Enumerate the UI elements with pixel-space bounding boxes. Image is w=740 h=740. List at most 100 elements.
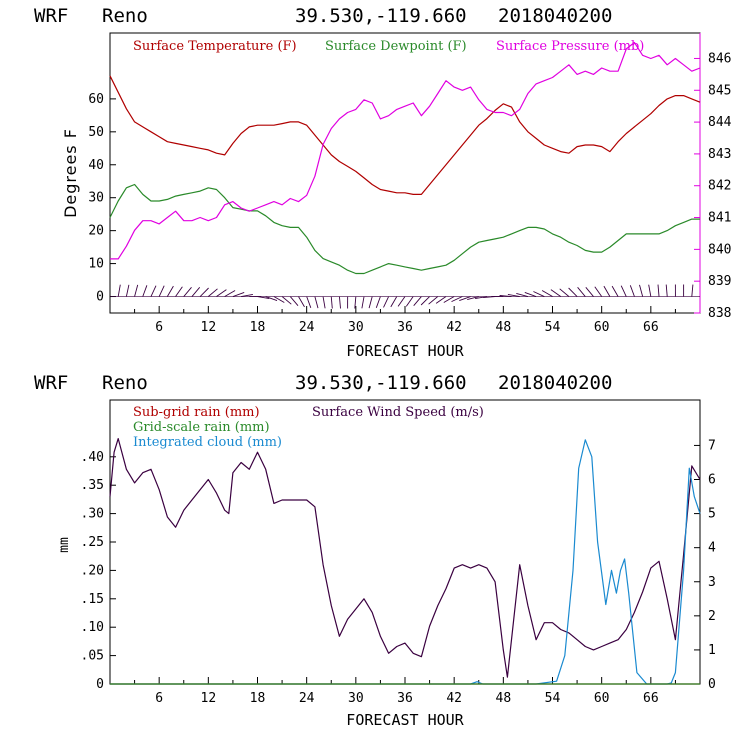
- wind-barb-staff: [338, 296, 341, 309]
- bottom-y2-tick-label: 3: [708, 575, 716, 590]
- bottom-x-tick-label: 24: [299, 691, 315, 706]
- wind-barb-staff: [375, 296, 381, 308]
- bottom-x-tick-label: 36: [397, 691, 413, 706]
- wind-barb-staff: [361, 296, 365, 309]
- precipitation-chart: 6 12 18 24 30 36 42 48 54 60 66 0.05.10.15.20.25.3…: [57, 399, 716, 729]
- wind-speed-line: [109, 438, 701, 678]
- wind-barb-staff: [150, 285, 157, 297]
- bottom-y-tick-label: 0: [96, 677, 104, 692]
- wind-barb-staff: [665, 284, 668, 297]
- wind-barb-staff: [232, 291, 245, 297]
- top-x-tick-label: 24: [299, 320, 315, 335]
- wind-barb-staff: [516, 292, 529, 297]
- top-date-label: 2018040200: [498, 5, 612, 27]
- top-y2-ticks: 838 839 840 841 842 843 844 845 846: [694, 51, 732, 321]
- wind-barb-staff: [354, 296, 357, 309]
- wind-barb-staff: [507, 293, 520, 297]
- bottom-x-tick-label: 54: [545, 691, 561, 706]
- wind-barb-staff: [435, 296, 447, 304]
- wind-barb-staff: [158, 285, 165, 297]
- wind-barb-staff: [428, 296, 439, 305]
- wind-barb-staff: [273, 296, 285, 303]
- bottom-x-tick-label: 30: [348, 691, 364, 706]
- top-y-tick-label: 60: [88, 92, 104, 107]
- legend-surface-dewpoint: Surface Dewpoint (F): [325, 39, 467, 54]
- bottom-model-label: WRF: [34, 372, 68, 394]
- top-x-tick-label: 48: [496, 320, 512, 335]
- top-y2-tick-label: 841: [708, 211, 731, 226]
- bottom-station-label: Reno: [102, 372, 148, 394]
- wind-barb-staff: [648, 284, 652, 297]
- legend-integrated-cloud: Integrated cloud (mm): [133, 435, 282, 450]
- wind-barb-staff: [420, 296, 430, 306]
- top-x-tick-label: 30: [348, 320, 364, 335]
- bottom-y2-tick-label: 0: [708, 677, 716, 692]
- top-y-tick-label: 20: [88, 224, 104, 239]
- legend-surface-pressure: Surface Pressure (mb): [496, 39, 644, 54]
- wind-barb-staff: [183, 287, 192, 297]
- wind-barb-staff: [459, 296, 471, 302]
- top-header: WRF Reno 39.530,-119.660 2018040200: [34, 5, 612, 27]
- wind-barb-staff: [550, 289, 561, 297]
- top-y-tick-label: 0: [96, 290, 104, 305]
- wind-barb-staff: [541, 290, 553, 297]
- top-x-tick-label: 18: [250, 320, 266, 335]
- bottom-y-tick-label: .20: [81, 563, 104, 578]
- wind-barb-staff: [298, 296, 305, 308]
- top-y2-tick-label: 840: [708, 242, 731, 257]
- bottom-x-tick-label: 6: [155, 691, 163, 706]
- top-y2-tick-label: 843: [708, 147, 731, 162]
- top-plot-frame: [109, 32, 701, 314]
- wind-barb-staff: [134, 284, 139, 297]
- bottom-y2-tick-label: 2: [708, 609, 716, 624]
- wind-barb-staff: [390, 296, 398, 308]
- wind-barb-staff: [330, 296, 333, 309]
- dewpoint-line: [109, 183, 700, 275]
- top-x-tick-label: 12: [201, 320, 217, 335]
- wind-barb-staff: [451, 296, 463, 303]
- wind-barb-staff: [265, 296, 278, 302]
- bottom-y-tick-label: .25: [81, 535, 104, 550]
- top-x-tick-label: 36: [397, 320, 413, 335]
- bottom-y2-ticks: 0 1 2 3 4 5 6 7: [694, 438, 716, 692]
- wind-barb-staff: [629, 285, 635, 297]
- bottom-x-ticks: 6 12 18 24 30 36 42 48 54 60 66: [134, 677, 676, 706]
- bottom-y-tick-label: .05: [81, 649, 104, 664]
- wind-barb-staff: [117, 284, 121, 297]
- wind-barb-staff: [611, 285, 619, 297]
- top-y2-tick-label: 846: [708, 51, 731, 66]
- bottom-y-tick-label: .10: [81, 620, 104, 635]
- wind-barb-staff: [467, 296, 479, 301]
- wind-barb-staff: [577, 287, 586, 297]
- wind-barb-staff: [191, 287, 201, 297]
- wind-barb-staff: [657, 284, 660, 297]
- wind-barb-staff: [199, 287, 209, 297]
- legend-surface-temperature: Surface Temperature (F): [133, 39, 297, 54]
- wind-barb-staff: [224, 290, 236, 297]
- wind-barb-staff: [216, 289, 227, 297]
- temperature-line: [109, 75, 701, 195]
- top-y-ticks: 0 10 20 30 40 50 60: [88, 92, 116, 305]
- top-y-axis-label: Degrees F: [61, 128, 80, 218]
- top-y-tick-label: 30: [88, 191, 104, 206]
- bottom-x-axis-label: FORECAST HOUR: [346, 711, 464, 729]
- top-x-tick-label: 42: [446, 320, 462, 335]
- bottom-date-label: 2018040200: [498, 372, 612, 394]
- wind-barb-staff: [175, 286, 183, 297]
- top-model-label: WRF: [34, 5, 68, 27]
- wind-barb-staff: [289, 296, 299, 306]
- top-x-tick-label: 66: [643, 320, 659, 335]
- bottom-x-tick-label: 42: [446, 691, 462, 706]
- wind-barb-staff: [443, 296, 455, 303]
- top-station-label: Reno: [102, 5, 148, 27]
- top-x-tick-label: 6: [155, 320, 163, 335]
- top-y2-tick-label: 845: [708, 83, 731, 98]
- bottom-y-tick-label: .40: [81, 450, 104, 465]
- wind-barb-staff: [257, 296, 270, 300]
- wind-barb-staff: [620, 285, 627, 297]
- bottom-y-axis-label: mm: [57, 537, 72, 553]
- bottom-y2-tick-label: 5: [708, 507, 716, 522]
- integrated-cloud-line: [110, 439, 701, 685]
